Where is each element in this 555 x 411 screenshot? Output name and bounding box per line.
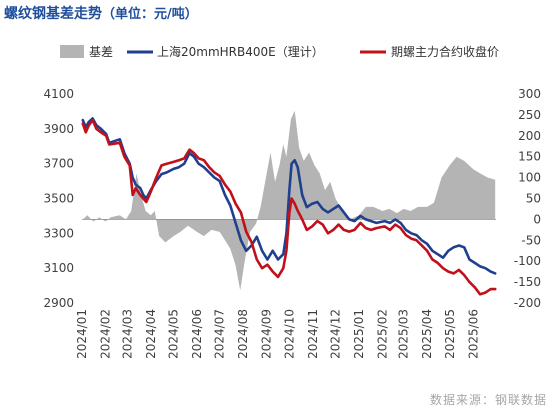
y-left-tick-label: 3100 [43, 261, 74, 275]
futures-price-line [81, 118, 497, 296]
y-left-tick-label: 3300 [43, 226, 74, 240]
x-tick-label: 2025/06 [466, 309, 480, 359]
x-tick-group: 2024/03 [120, 309, 134, 359]
x-tick-group: 2025/01 [352, 309, 366, 359]
x-tick-group: 2024/10 [282, 309, 296, 359]
x-tick-group: 2024/05 [167, 309, 181, 359]
page-title: 螺纹钢基差走势（单位：元/吨） [4, 3, 198, 23]
y-left-tick-label: 3700 [43, 157, 74, 171]
x-tick-label: 2025/01 [352, 309, 366, 359]
data-source: 数据来源：钢联数据 [429, 393, 547, 407]
x-tick-label: 2024/11 [306, 309, 320, 359]
x-tick-label: 2024/04 [144, 309, 158, 359]
y-right-tick-label: -50 [521, 233, 541, 247]
y-right-tick-label: 200 [518, 129, 541, 143]
x-tick-group: 2024/02 [99, 309, 113, 359]
x-tick-group: 2024/01 [75, 309, 89, 359]
x-tick-label: 2024/03 [120, 309, 134, 359]
x-tick-label: 2024/10 [282, 309, 296, 359]
x-tick-label: 2024/05 [167, 309, 181, 359]
y-left-tick-label: 3500 [43, 192, 74, 206]
x-tick-label: 2025/04 [420, 309, 434, 359]
x-tick-group: 2024/06 [190, 309, 204, 359]
legend-basis-swatch [60, 45, 84, 58]
x-tick-group: 2024/12 [329, 309, 343, 359]
x-tick-group: 2024/09 [260, 309, 274, 359]
legend: 基差 上海20mmHRB400E（理计） 期螺主力合约收盘价 [60, 44, 499, 59]
x-tick-label: 2024/01 [75, 309, 89, 359]
x-tick-label: 2025/03 [397, 309, 411, 359]
x-tick-label: 2024/07 [213, 309, 227, 359]
x-tick-group: 2025/05 [443, 309, 457, 359]
x-tick-group: 2024/04 [144, 309, 158, 359]
chart-unit: （单位：元/吨） [102, 7, 198, 22]
x-tick-label: 2024/12 [329, 309, 343, 359]
legend-basis-label: 基差 [89, 45, 113, 59]
x-tick-label: 2024/06 [190, 309, 204, 359]
y-right-tick-label: -100 [514, 254, 541, 268]
x-tick-label: 2025/02 [376, 309, 390, 359]
x-tick-group: 2024/08 [236, 309, 250, 359]
y-right-tick-label: 100 [518, 171, 541, 185]
y-right-tick-label: 250 [518, 108, 541, 122]
x-tick-label: 2024/08 [236, 309, 250, 359]
y-left-tick-label: 3900 [43, 122, 74, 136]
legend-spot-label: 上海20mmHRB400E（理计） [157, 44, 324, 59]
x-tick-label: 2024/09 [260, 309, 274, 359]
y-right-tick-label: 300 [518, 87, 541, 101]
x-tick-group: 2024/07 [213, 309, 227, 359]
y-right-tick-label: 150 [518, 150, 541, 164]
x-tick-group: 2025/04 [420, 309, 434, 359]
x-tick-group: 2025/03 [397, 309, 411, 359]
x-tick-group: 2024/11 [306, 309, 320, 359]
y-left-tick-label: 4100 [43, 87, 74, 101]
y-left-tick-label: 2900 [43, 296, 74, 310]
y-right-tick-label: -150 [514, 275, 541, 289]
y-right-tick-label: -200 [514, 296, 541, 310]
chart-title: 螺纹钢基差走势 [4, 6, 102, 22]
spot-price-line [81, 117, 497, 275]
x-tick-label: 2024/02 [99, 309, 113, 359]
x-tick-group: 2025/06 [466, 309, 480, 359]
x-tick-group: 2025/02 [376, 309, 390, 359]
y-right-tick-label: 0 [533, 212, 541, 226]
x-tick-label: 2025/05 [443, 309, 457, 359]
legend-futures-label: 期螺主力合约收盘价 [391, 44, 499, 59]
y-right-tick-label: 50 [526, 192, 541, 206]
